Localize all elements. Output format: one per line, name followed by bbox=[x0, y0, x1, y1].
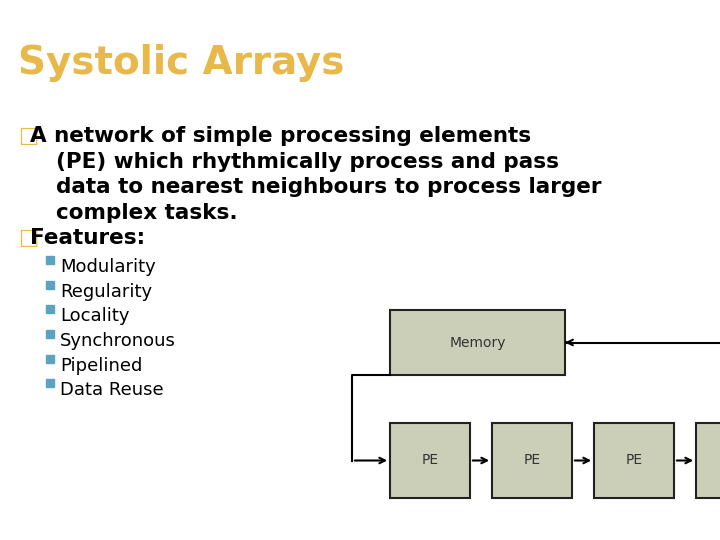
Text: data to nearest neighbours to process larger: data to nearest neighbours to process la… bbox=[55, 177, 601, 197]
Text: PE: PE bbox=[523, 454, 541, 468]
Text: (PE) which rhythmically process and pass: (PE) which rhythmically process and pass bbox=[55, 152, 559, 172]
Bar bbox=[46, 256, 54, 264]
Bar bbox=[390, 423, 470, 498]
Bar bbox=[46, 305, 54, 313]
Text: Memory: Memory bbox=[449, 335, 505, 349]
Bar bbox=[594, 423, 674, 498]
Text: Pipelined: Pipelined bbox=[60, 357, 143, 375]
Bar bbox=[46, 355, 54, 363]
Text: Locality: Locality bbox=[60, 307, 130, 325]
Bar bbox=[696, 423, 720, 498]
Text: complex tasks.: complex tasks. bbox=[55, 202, 238, 222]
Text: □: □ bbox=[18, 228, 38, 248]
Text: Synchronous: Synchronous bbox=[60, 332, 176, 350]
Bar bbox=[46, 380, 54, 387]
Bar bbox=[46, 281, 54, 288]
Text: Modularity: Modularity bbox=[60, 258, 156, 276]
Bar bbox=[390, 310, 565, 375]
Text: Data Reuse: Data Reuse bbox=[60, 381, 163, 400]
Text: PE: PE bbox=[421, 454, 438, 468]
Bar bbox=[46, 330, 54, 338]
Bar bbox=[492, 423, 572, 498]
Text: Systolic Arrays: Systolic Arrays bbox=[18, 44, 344, 82]
Text: A network of simple processing elements: A network of simple processing elements bbox=[30, 126, 531, 146]
Text: □: □ bbox=[18, 126, 38, 146]
Text: Features:: Features: bbox=[30, 228, 145, 248]
Text: PE: PE bbox=[626, 454, 642, 468]
Text: Regularity: Regularity bbox=[60, 282, 152, 301]
